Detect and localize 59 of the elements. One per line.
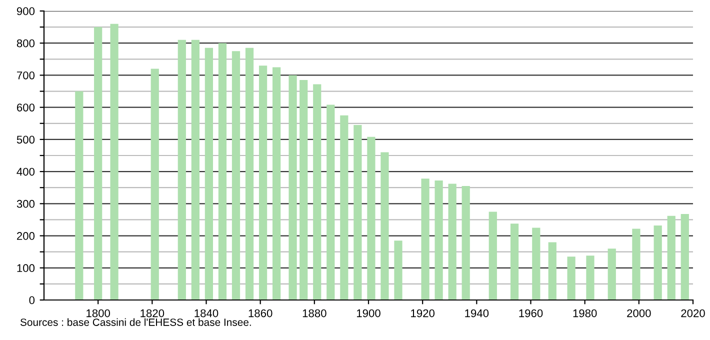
bar xyxy=(567,256,576,300)
bar xyxy=(448,184,456,300)
y-tick-label: 500 xyxy=(16,136,35,144)
bar xyxy=(340,115,348,300)
bar xyxy=(380,152,389,300)
bar xyxy=(150,68,159,300)
bar xyxy=(632,228,640,300)
bar xyxy=(434,180,443,300)
y-tick-label: 200 xyxy=(16,232,35,240)
bar xyxy=(680,214,689,300)
bar xyxy=(218,43,227,300)
x-tick-label: 1840 xyxy=(194,309,218,318)
bar xyxy=(586,256,594,300)
bar xyxy=(258,66,268,300)
bar xyxy=(510,224,519,300)
bar xyxy=(110,24,118,300)
bar xyxy=(667,216,676,300)
x-tick-label: 1900 xyxy=(356,309,380,318)
bar xyxy=(532,228,540,300)
y-tick-label: 900 xyxy=(16,7,35,16)
y-tick-label: 300 xyxy=(16,200,35,208)
x-tick-label: 1800 xyxy=(86,309,110,318)
bar xyxy=(191,40,200,300)
bar xyxy=(548,242,556,300)
bar xyxy=(272,67,281,300)
bar xyxy=(394,240,402,300)
x-tick-label: 1820 xyxy=(140,309,164,318)
y-tick-label: 800 xyxy=(16,39,35,48)
bar xyxy=(654,226,662,300)
source-note: Sources : base Cassini de l'EHESS et base Insee. xyxy=(20,318,251,326)
bar xyxy=(75,91,84,300)
x-tick-label: 2020 xyxy=(681,309,705,318)
bar xyxy=(326,104,335,300)
x-tick-label: 1920 xyxy=(411,309,435,318)
bar xyxy=(421,178,430,300)
bar xyxy=(245,48,254,300)
y-tick-label: 400 xyxy=(16,168,35,176)
bar xyxy=(608,248,616,300)
bar xyxy=(288,75,297,300)
bar xyxy=(178,40,186,300)
x-tick-label: 1860 xyxy=(248,309,272,318)
x-tick-label: 1940 xyxy=(465,309,489,318)
x-tick-label: 2000 xyxy=(627,309,651,318)
bar xyxy=(354,124,362,300)
y-tick-label: 100 xyxy=(17,264,35,272)
bar xyxy=(232,51,240,300)
bar xyxy=(462,186,470,300)
y-tick-label: 0 xyxy=(29,296,35,304)
x-tick-label: 1980 xyxy=(573,309,597,318)
bar xyxy=(94,27,102,300)
bar xyxy=(204,48,214,300)
bar xyxy=(300,80,308,300)
y-tick-label: 600 xyxy=(17,104,35,112)
bar xyxy=(488,212,497,300)
y-tick-label: 700 xyxy=(17,71,35,80)
bar xyxy=(367,136,376,300)
x-tick-label: 1880 xyxy=(302,309,326,318)
x-tick-label: 1960 xyxy=(519,309,543,318)
bar xyxy=(313,84,322,300)
